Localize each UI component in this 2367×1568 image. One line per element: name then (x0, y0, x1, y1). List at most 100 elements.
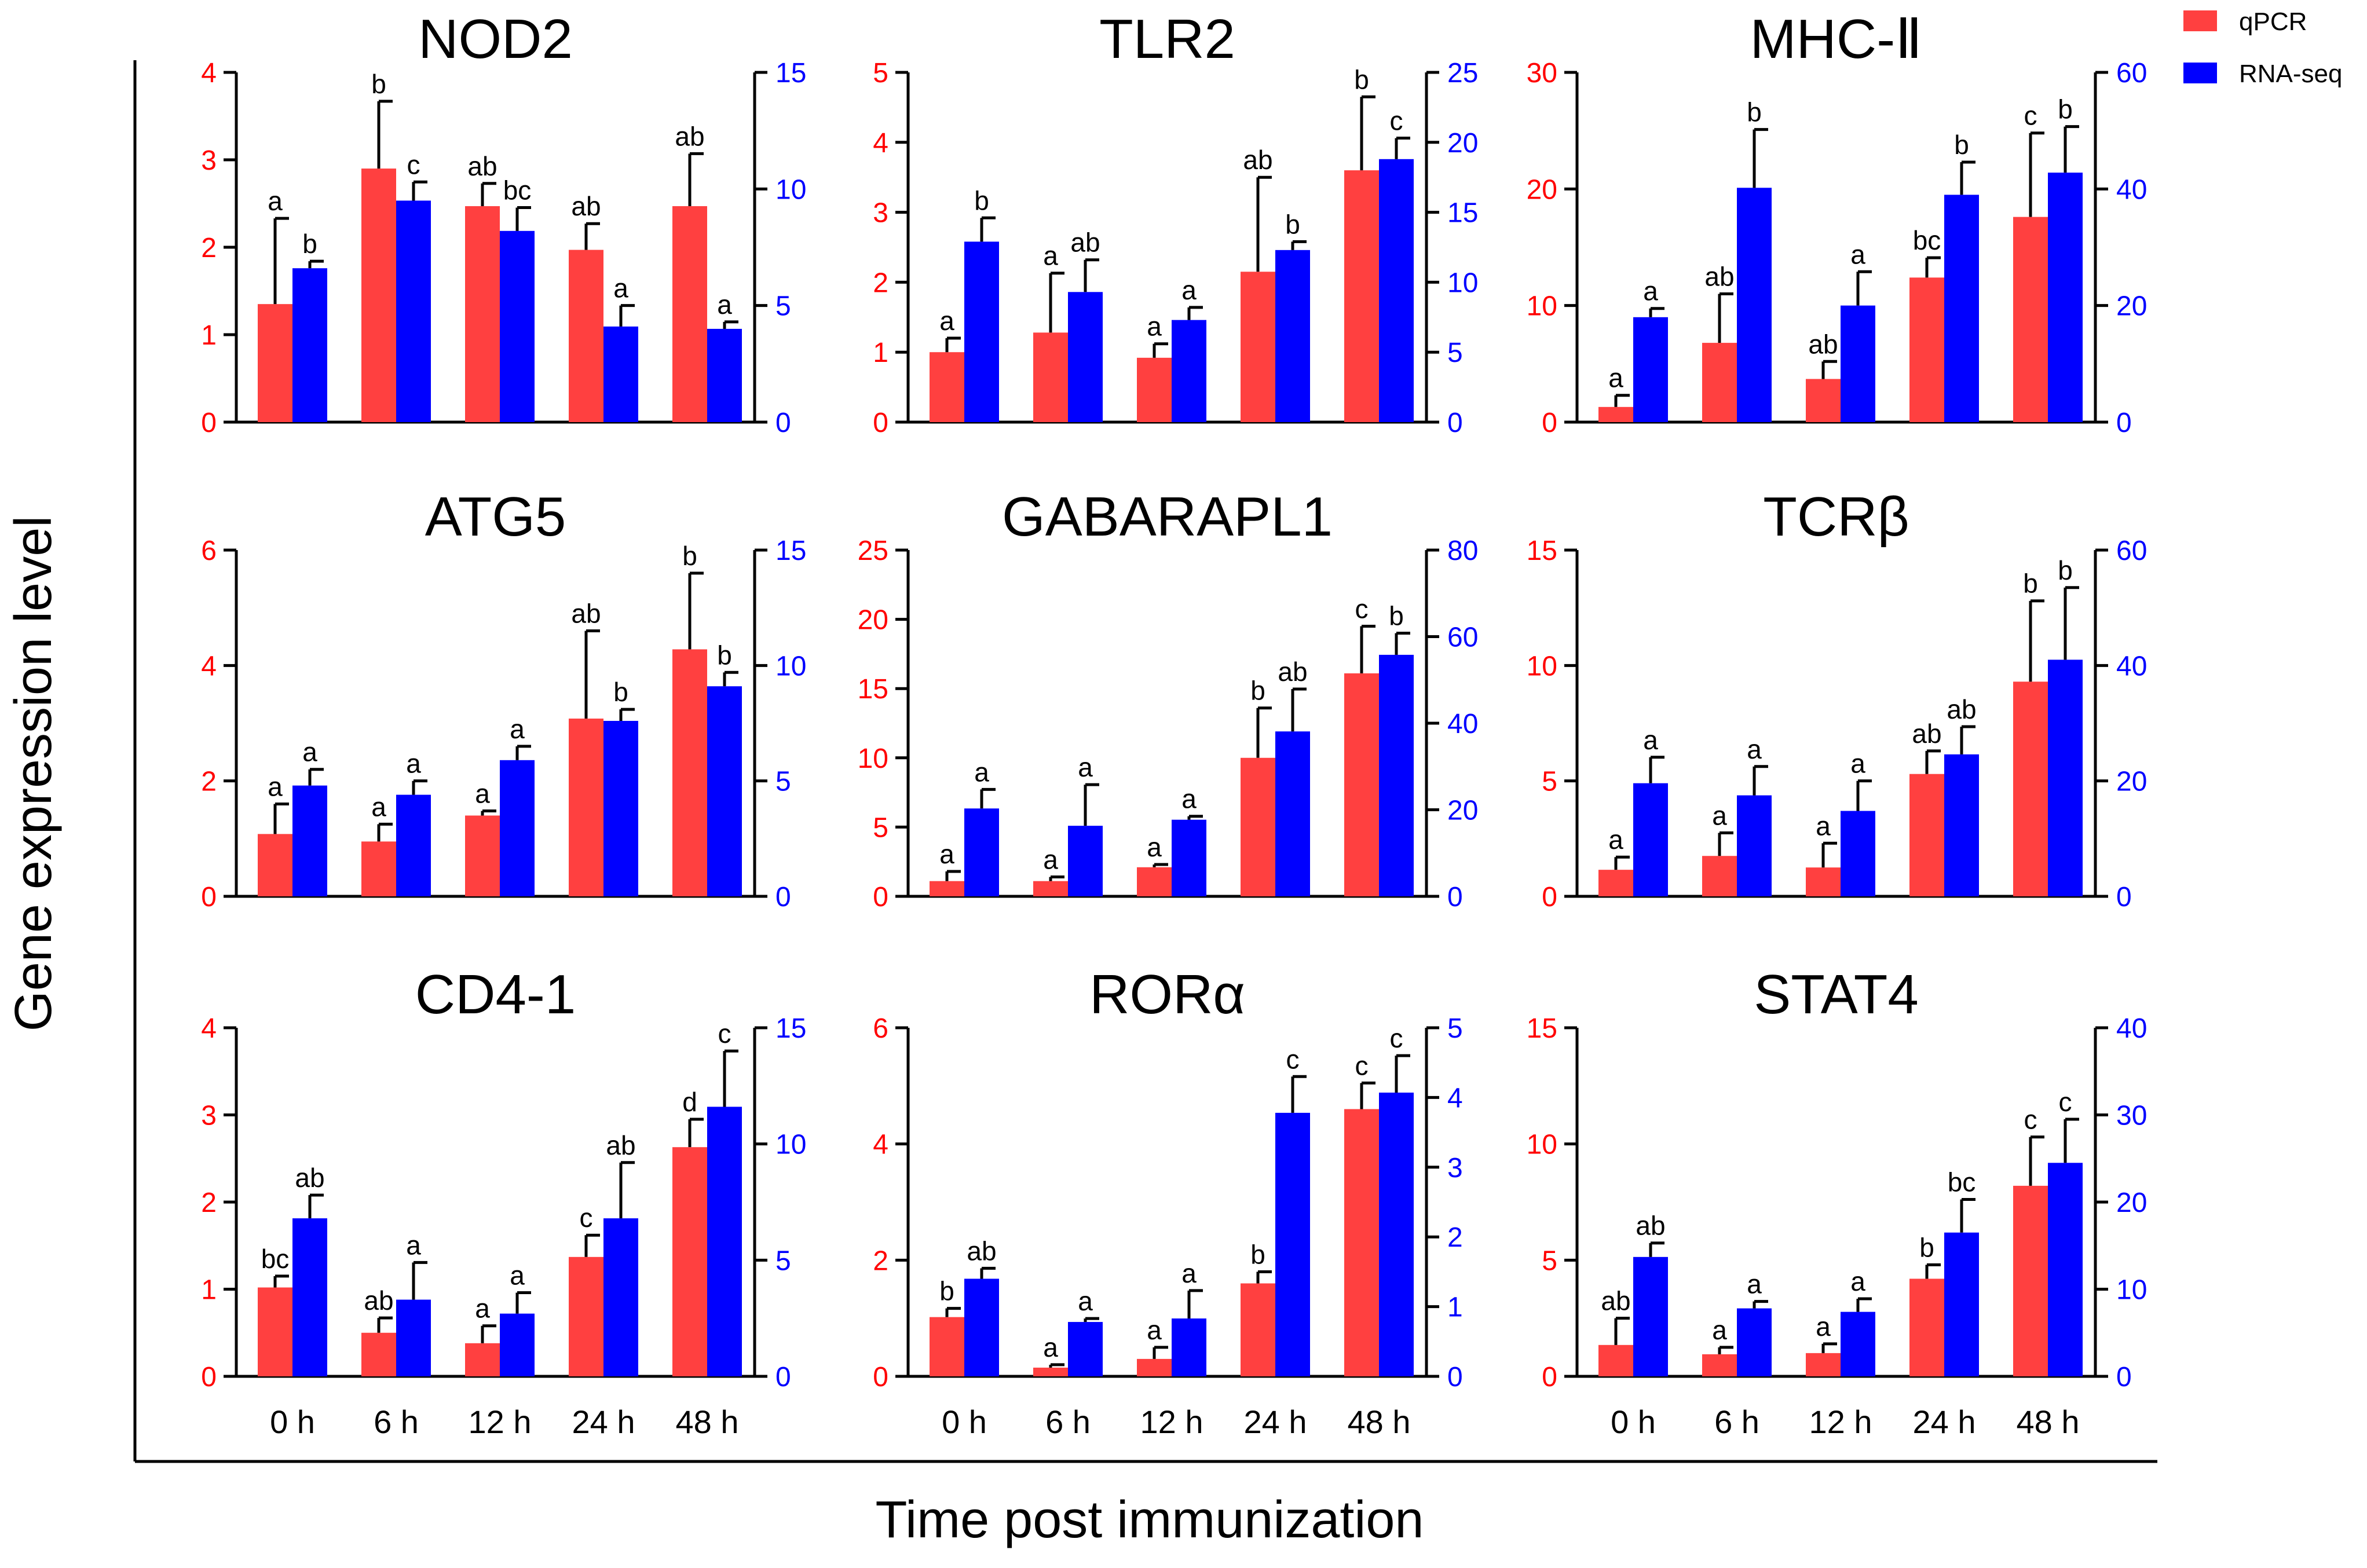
left-tick-label: 15 (858, 674, 888, 705)
bar-rnaseq (1379, 159, 1414, 422)
bar-qpcr (672, 649, 707, 896)
left-tick-label: 0 (201, 1362, 217, 1393)
significance-label-rnaseq: b (2058, 94, 2073, 124)
significance-label-qpcr: c (1355, 1050, 1369, 1080)
left-tick-label: 0 (873, 408, 888, 438)
bar-qpcr (1598, 870, 1633, 896)
significance-label-qpcr: a (939, 839, 954, 869)
bar-qpcr (1806, 867, 1841, 896)
bar-qpcr (569, 1256, 603, 1376)
bar-rnaseq (603, 721, 638, 896)
bar-rnaseq (1633, 317, 1668, 422)
significance-label-rnaseq: c (718, 1019, 731, 1049)
significance-label-rnaseq: ab (1636, 1211, 1665, 1241)
significance-label-qpcr: bc (261, 1244, 290, 1274)
bar-rnaseq (500, 230, 535, 422)
right-tick-label: 0 (2116, 1362, 2132, 1393)
bar-qpcr (361, 1332, 396, 1376)
significance-label-rnaseq: b (302, 229, 317, 259)
bar-qpcr (465, 815, 500, 896)
right-tick-label: 15 (775, 58, 806, 89)
left-tick-label: 5 (873, 58, 888, 89)
left-tick-label: 1 (201, 1275, 217, 1306)
significance-label-qpcr: a (1608, 825, 1623, 855)
significance-label-rnaseq: a (717, 290, 732, 320)
right-tick-label: 5 (775, 291, 791, 322)
right-tick-label: 60 (2116, 58, 2147, 89)
left-tick-label: 5 (1542, 767, 1557, 797)
x-tick-label: 0 h (942, 1404, 987, 1440)
legend-swatch-qpcr (2183, 10, 2217, 31)
bar-qpcr (465, 1343, 500, 1376)
bar-rnaseq (1944, 195, 1979, 422)
significance-label-qpcr: ab (571, 191, 601, 221)
bar-rnaseq (396, 794, 431, 896)
left-tick-label: 10 (1527, 1130, 1557, 1160)
bar-qpcr (1702, 856, 1737, 896)
bar-rnaseq (2048, 173, 2083, 422)
bar-rnaseq (1172, 1318, 1206, 1376)
significance-label-rnaseq: b (2058, 555, 2073, 585)
legend-swatch-rnaseq (2183, 63, 2217, 83)
x-tick-label: 48 h (1348, 1404, 1411, 1440)
right-tick-label: 10 (775, 174, 806, 205)
right-tick-label: 5 (1447, 1013, 1463, 1044)
bar-qpcr (1598, 1344, 1633, 1376)
legend-label-qpcr: qPCR (2239, 8, 2307, 36)
bar-qpcr (569, 719, 603, 896)
right-tick-label: 60 (1447, 622, 1478, 653)
significance-label-rnaseq: a (1078, 1286, 1093, 1316)
significance-label-rnaseq: bc (503, 175, 532, 206)
left-tick-label: 1 (201, 320, 217, 351)
significance-label-qpcr: a (1816, 1311, 1831, 1342)
left-tick-label: 0 (873, 1362, 888, 1393)
significance-label-qpcr: a (1043, 845, 1058, 875)
bar-qpcr (1033, 332, 1068, 422)
x-tick-label: 48 h (676, 1404, 739, 1440)
right-tick-label: 60 (2116, 536, 2147, 566)
bar-qpcr (258, 1287, 292, 1376)
bar-rnaseq (1737, 188, 1772, 422)
bar-qpcr (1137, 1358, 1172, 1376)
left-tick-label: 0 (873, 882, 888, 913)
panel-title: RORα (1089, 963, 1245, 1025)
bar-qpcr (361, 841, 396, 896)
bar-rnaseq (1172, 320, 1206, 422)
significance-label-qpcr: c (580, 1203, 593, 1233)
significance-label-qpcr: a (1712, 800, 1727, 830)
right-tick-label: 20 (1447, 796, 1478, 826)
significance-label-qpcr: c (2024, 1105, 2037, 1135)
significance-label-rnaseq: a (974, 757, 989, 787)
significance-label-qpcr: b (682, 541, 697, 571)
bar-rnaseq (1275, 250, 1310, 422)
left-tick-label: 0 (201, 882, 217, 913)
significance-label-qpcr: b (1919, 1232, 1934, 1262)
bar-qpcr (1909, 774, 1944, 896)
right-tick-label: 30 (2116, 1101, 2147, 1131)
left-tick-label: 10 (858, 743, 888, 774)
right-tick-label: 4 (1447, 1083, 1463, 1113)
bar-qpcr (1806, 379, 1841, 422)
significance-label-rnaseq: b (1747, 97, 1762, 127)
bar-rnaseq (603, 326, 638, 422)
bar-qpcr (2013, 1185, 2048, 1376)
significance-label-qpcr: a (1147, 1315, 1162, 1345)
significance-label-rnaseq: a (406, 1230, 421, 1260)
significance-label-rnaseq: a (1078, 752, 1093, 782)
panel-title: NOD2 (418, 8, 573, 70)
significance-label-rnaseq: ab (295, 1163, 324, 1193)
panel-title: TLR2 (1099, 8, 1235, 70)
significance-label-rnaseq: a (1747, 734, 1762, 764)
significance-label-rnaseq: a (510, 1261, 525, 1291)
bar-rnaseq (1379, 654, 1414, 896)
significance-label-qpcr: b (939, 1276, 954, 1306)
bar-qpcr (1702, 343, 1737, 422)
bar-rnaseq (1275, 1112, 1310, 1376)
